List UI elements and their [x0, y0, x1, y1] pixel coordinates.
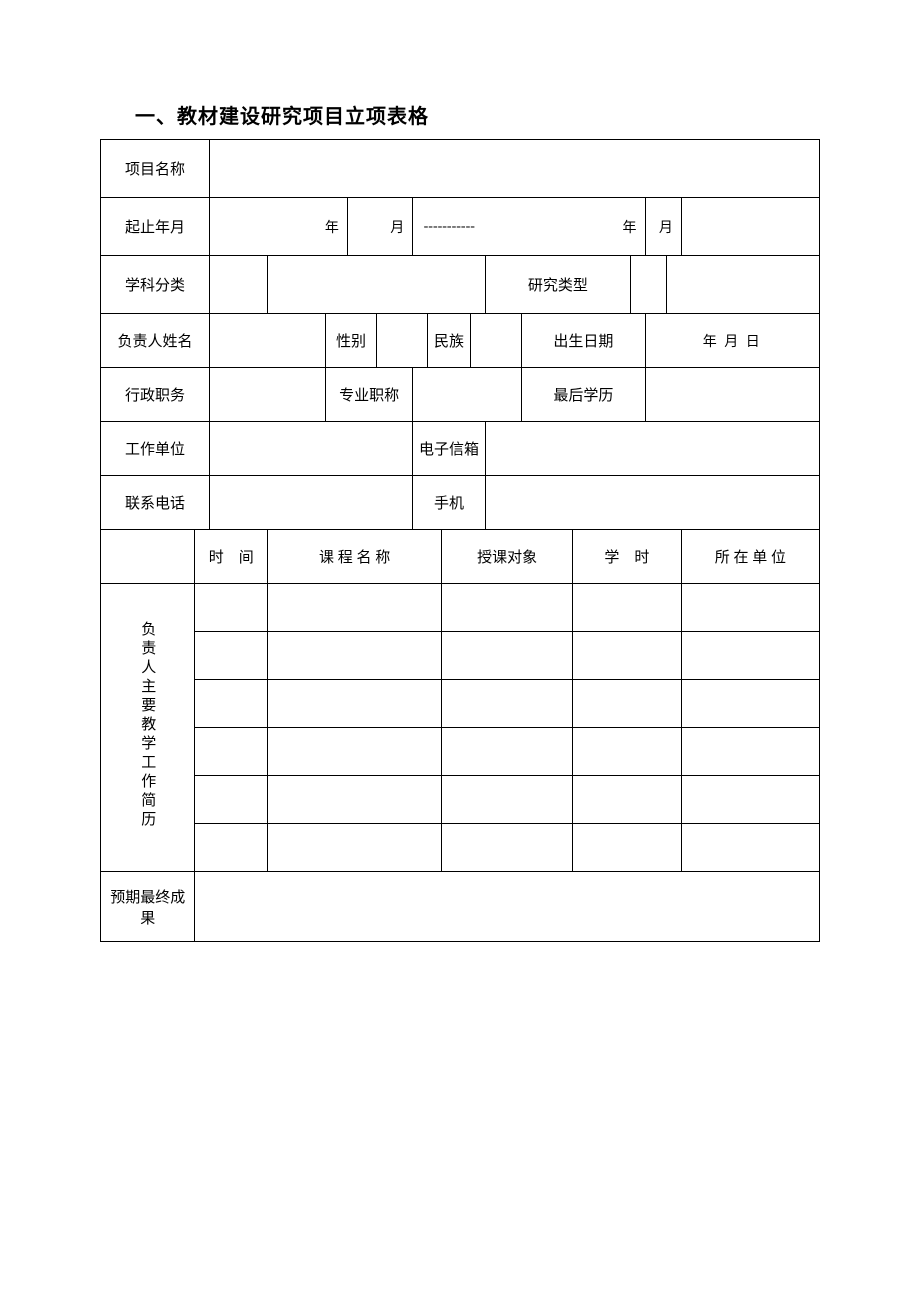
resume-hours-3[interactable] — [572, 680, 681, 728]
resume-course-2[interactable] — [268, 632, 442, 680]
input-mobile[interactable] — [485, 476, 819, 530]
resume-course-6[interactable] — [268, 824, 442, 872]
resume-unit-1[interactable] — [681, 584, 819, 632]
input-start-month[interactable]: 月 — [347, 198, 412, 256]
resume-course-3[interactable] — [268, 680, 442, 728]
resume-audience-1[interactable] — [442, 584, 573, 632]
resume-unit-4[interactable] — [681, 728, 819, 776]
label-start-end: 起止年月 — [101, 198, 210, 256]
resume-time-5[interactable] — [195, 776, 268, 824]
form-table: 项目名称 起止年月 年 月 ----------- 年 月 学科分类 研究类型 … — [100, 139, 820, 942]
resume-audience-4[interactable] — [442, 728, 573, 776]
col-audience: 授课对象 — [442, 530, 573, 584]
resume-unit-3[interactable] — [681, 680, 819, 728]
label-phone: 联系电话 — [101, 476, 210, 530]
resume-hours-5[interactable] — [572, 776, 681, 824]
label-project-name: 项目名称 — [101, 140, 210, 198]
resume-unit-2[interactable] — [681, 632, 819, 680]
resume-time-2[interactable] — [195, 632, 268, 680]
input-email[interactable] — [485, 422, 819, 476]
resume-course-5[interactable] — [268, 776, 442, 824]
col-hours: 学 时 — [572, 530, 681, 584]
input-outcome[interactable] — [195, 872, 820, 942]
label-mobile: 手机 — [413, 476, 486, 530]
label-subject: 学科分类 — [101, 256, 210, 314]
resume-hours-6[interactable] — [572, 824, 681, 872]
input-ethnicity[interactable] — [471, 314, 522, 368]
input-end-month[interactable]: 月 — [645, 198, 681, 256]
resume-unit-6[interactable] — [681, 824, 819, 872]
input-person-name[interactable] — [209, 314, 325, 368]
input-phone[interactable] — [209, 476, 412, 530]
label-resume: 负责人主要教学工作简历 — [101, 584, 195, 872]
label-pro-title: 专业职称 — [326, 368, 413, 422]
input-subject-code[interactable] — [209, 256, 267, 314]
label-email: 电子信箱 — [413, 422, 486, 476]
label-person-name: 负责人姓名 — [101, 314, 210, 368]
resume-audience-2[interactable] — [442, 632, 573, 680]
input-birth-date[interactable]: 年 月 日 — [645, 314, 819, 368]
input-research-type-code[interactable] — [631, 256, 667, 314]
resume-header-blank — [101, 530, 195, 584]
label-research-type: 研究类型 — [485, 256, 630, 314]
resume-hours-4[interactable] — [572, 728, 681, 776]
resume-course-4[interactable] — [268, 728, 442, 776]
resume-course-1[interactable] — [268, 584, 442, 632]
col-time: 时 间 — [195, 530, 268, 584]
label-ethnicity: 民族 — [427, 314, 471, 368]
date-separator: ----------- — [413, 198, 486, 256]
resume-time-6[interactable] — [195, 824, 268, 872]
label-admin-post: 行政职务 — [101, 368, 210, 422]
input-edu-level[interactable] — [645, 368, 819, 422]
label-outcome: 预期最终成果 — [101, 872, 195, 942]
input-end-blank[interactable] — [681, 198, 819, 256]
input-pro-title[interactable] — [413, 368, 522, 422]
label-gender: 性别 — [326, 314, 377, 368]
resume-audience-5[interactable] — [442, 776, 573, 824]
resume-audience-3[interactable] — [442, 680, 573, 728]
input-admin-post[interactable] — [209, 368, 325, 422]
input-subject-name[interactable] — [268, 256, 486, 314]
label-work-unit: 工作单位 — [101, 422, 210, 476]
page-title: 一、教材建设研究项目立项表格 — [135, 100, 820, 129]
resume-time-1[interactable] — [195, 584, 268, 632]
col-unit: 所 在 单 位 — [681, 530, 819, 584]
resume-time-3[interactable] — [195, 680, 268, 728]
input-start-year[interactable]: 年 — [209, 198, 347, 256]
input-project-name[interactable] — [209, 140, 819, 198]
resume-hours-2[interactable] — [572, 632, 681, 680]
label-birth-date: 出生日期 — [522, 314, 645, 368]
label-edu-level: 最后学历 — [522, 368, 645, 422]
resume-unit-5[interactable] — [681, 776, 819, 824]
resume-audience-6[interactable] — [442, 824, 573, 872]
resume-hours-1[interactable] — [572, 584, 681, 632]
input-research-type-name[interactable] — [667, 256, 820, 314]
input-end-year[interactable]: 年 — [485, 198, 645, 256]
col-course: 课 程 名 称 — [268, 530, 442, 584]
input-gender[interactable] — [376, 314, 427, 368]
resume-time-4[interactable] — [195, 728, 268, 776]
input-work-unit[interactable] — [209, 422, 412, 476]
